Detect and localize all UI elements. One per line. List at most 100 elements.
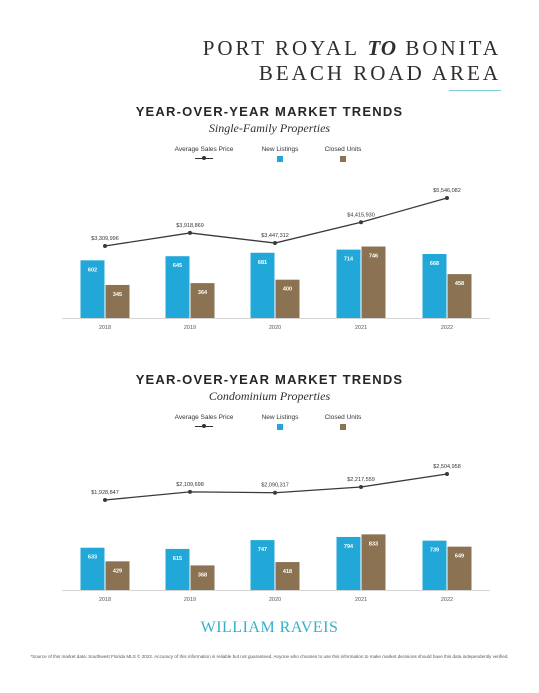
data-label-closed-units: 418 [283,569,292,575]
data-label-closed-units: 364 [198,290,208,296]
x-tick-label: 2022 [441,597,453,603]
data-label-new-listings: 714 [344,257,354,263]
bar-new-listings [165,548,190,590]
bar-new-listings [336,536,361,590]
data-label-closed-units: 458 [455,281,464,287]
x-tick-label: 2019 [184,325,196,331]
footnote: *Source of this market data: Southwest F… [30,654,509,659]
bar-new-listings [80,547,105,590]
bar-closed-units [361,534,386,590]
data-label-closed-units: 345 [113,292,122,298]
data-label-new-listings: 747 [258,547,267,553]
point-avg-price [103,498,107,502]
title-line-1: PORT ROYAL TO BONITA [203,36,501,61]
bar-closed-units [275,279,300,318]
data-label-avg-price: $4,415,930 [347,212,375,218]
bar-new-listings [250,252,275,318]
page-title: PORT ROYAL TO BONITA BEACH ROAD AREA [203,36,501,86]
section-heading: YEAR-OVER-YEAR MARKET TRENDS [135,104,404,119]
legend-condominium: Average Sales Price New Listings Closed … [0,414,539,434]
dot-icon [202,424,206,428]
x-tick-label: 2021 [355,597,367,603]
data-label-new-listings: 739 [430,548,439,554]
legend-label: Closed Units [324,146,362,153]
data-label-avg-price: $1,928,847 [91,490,119,496]
bar-new-listings [250,540,275,590]
data-label-new-listings: 633 [88,555,97,561]
data-label-new-listings: 668 [430,261,439,267]
section-heading: YEAR-OVER-YEAR MARKET TRENDS [135,372,404,387]
legend-single-family: Average Sales Price New Listings Closed … [0,146,539,166]
bar-new-listings [165,256,190,318]
point-avg-price [273,490,277,495]
dot-icon [202,156,206,160]
x-tick-label: 2021 [355,325,367,331]
legend-label: New Listings [261,146,299,153]
bar-new-listings [422,540,447,590]
point-avg-price [188,489,192,494]
legend-item-closed-units: Closed Units [318,414,368,430]
data-label-closed-units: 833 [369,541,378,547]
data-label-new-listings: 794 [344,544,354,550]
point-avg-price [103,244,107,248]
chart-single-family: 602 345 2018 645 364 2019 681 400 2020 714 746 2021… [62,188,490,331]
point-avg-price [273,241,277,246]
title-connector: TO [367,36,398,60]
section-subheading: Condominium Properties [208,389,331,403]
data-label-avg-price: $2,217,559 [347,477,375,483]
bar-closed-units [105,561,130,590]
data-label-avg-price: $3,918,869 [176,223,204,229]
data-label-closed-units: 746 [369,254,378,260]
data-label-new-listings: 615 [173,556,182,562]
legend-item-avg-price: Average Sales Price [168,414,240,428]
data-label-avg-price: $2,504,958 [433,464,461,470]
point-avg-price [188,230,192,235]
data-label-new-listings: 645 [173,263,182,269]
x-tick-label: 2020 [269,597,281,603]
data-label-new-listings: 681 [258,260,267,266]
swatch-icon [277,156,283,162]
point-avg-price [359,220,363,225]
x-tick-label: 2020 [269,325,281,331]
x-tick-label: 2022 [441,325,453,331]
bar-new-listings [80,260,105,318]
bar-closed-units [447,546,472,590]
legend-label: Average Sales Price [174,146,234,153]
chart-condominium: 633 429 2018 615 368 2019 747 418 2020 794 833 2021… [62,464,490,603]
data-label-closed-units: 368 [198,572,207,578]
bar-closed-units [275,562,300,590]
title-part-b: BONITA [405,36,501,60]
point-avg-price [445,196,449,200]
swatch-icon [340,424,346,430]
bar-closed-units [190,283,215,318]
bar-closed-units [105,284,130,318]
x-tick-label: 2019 [184,597,196,603]
legend-item-avg-price: Average Sales Price [168,146,240,160]
section-subheading: Single-Family Properties [208,121,331,135]
bar-new-listings [336,249,361,318]
data-label-avg-price: $3,447,312 [261,233,289,239]
data-label-avg-price: $3,309,996 [91,236,119,242]
data-label-avg-price: $2,109,698 [176,482,204,488]
legend-label: Average Sales Price [174,414,234,421]
title-line-2: BEACH ROAD AREA [258,61,501,85]
point-avg-price [359,484,363,489]
swatch-icon [340,156,346,162]
title-accent-rule [449,90,501,91]
section-single-family: YEAR-OVER-YEAR MARKET TRENDS Single-Fami… [0,104,539,136]
title-part-a: PORT ROYAL [202,36,360,60]
brand-logo: WILLIAM RAVEIS [200,619,339,636]
x-tick-label: 2018 [99,325,111,331]
legend-item-closed-units: Closed Units [318,146,368,162]
section-condominium: YEAR-OVER-YEAR MARKET TRENDS Condominium… [0,372,539,404]
bar-closed-units [190,565,215,590]
bar-closed-units [361,246,386,318]
legend-item-new-listings: New Listings [255,146,305,162]
data-label-closed-units: 649 [455,554,464,560]
bar-new-listings [422,254,447,318]
point-avg-price [445,472,449,476]
swatch-icon [277,424,283,430]
legend-item-new-listings: New Listings [255,414,305,430]
data-label-closed-units: 400 [283,287,292,293]
legend-label: Closed Units [324,414,362,421]
